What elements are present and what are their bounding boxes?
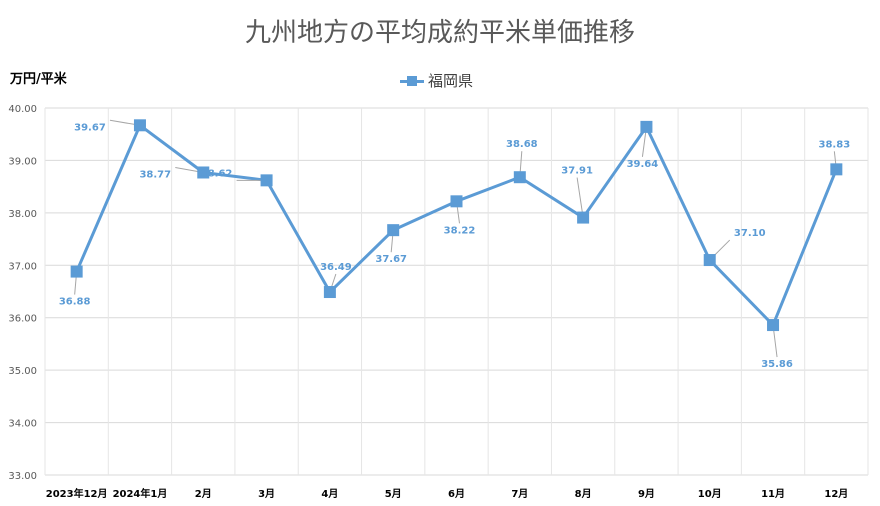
x-tick-label: 8月 xyxy=(575,488,592,500)
data-label: 36.88 xyxy=(59,297,91,308)
y-tick-label: 33.00 xyxy=(8,471,37,482)
y-tick-label: 40.00 xyxy=(8,104,37,115)
legend: 福岡県 xyxy=(400,70,473,91)
data-label: 39.67 xyxy=(74,122,106,133)
data-point-marker xyxy=(513,171,526,184)
data-label: 37.91 xyxy=(561,166,593,177)
data-point-marker xyxy=(387,224,400,237)
x-tick-label: 10月 xyxy=(698,488,722,500)
data-label: 35.86 xyxy=(761,359,793,370)
x-tick-label: 5月 xyxy=(385,488,402,500)
data-point-marker xyxy=(260,174,273,187)
data-point-marker xyxy=(830,163,843,176)
x-tick-label: 7月 xyxy=(511,488,528,500)
y-tick-label: 34.00 xyxy=(8,419,37,430)
data-point-marker xyxy=(640,120,653,133)
data-label: 38.22 xyxy=(444,225,476,236)
data-label-leader xyxy=(576,177,584,218)
data-label: 38.77 xyxy=(139,169,171,180)
x-tick-label: 6月 xyxy=(448,488,465,500)
y-tick-label: 39.00 xyxy=(8,156,37,167)
data-point-marker xyxy=(197,166,210,179)
data-point-marker xyxy=(703,254,716,267)
x-tick-label: 11月 xyxy=(761,488,785,500)
y-tick-label: 35.00 xyxy=(8,366,37,377)
data-point-marker xyxy=(323,286,336,299)
y-tick-label: 38.00 xyxy=(8,209,37,220)
data-point-marker xyxy=(70,265,83,278)
data-point-marker xyxy=(577,211,590,224)
x-tick-label: 4月 xyxy=(321,488,338,500)
legend-marker-icon xyxy=(400,75,424,87)
x-tick-label: 2023年12月 xyxy=(46,487,108,500)
data-label: 37.67 xyxy=(375,254,407,265)
data-point-marker xyxy=(133,119,146,132)
x-tick-label: 12月 xyxy=(824,488,848,500)
data-label: 38.68 xyxy=(506,139,538,150)
data-point-marker xyxy=(450,195,463,208)
chart-title: 九州地方の平均成約平米単価推移 xyxy=(244,18,635,48)
legend-label: 福岡県 xyxy=(428,72,474,90)
data-label: 38.62 xyxy=(201,168,233,179)
y-tick-label: 37.00 xyxy=(8,261,37,272)
y-axis-unit-label: 万円/平米 xyxy=(10,72,67,87)
x-tick-label: 2024年1月 xyxy=(113,487,168,500)
data-label: 39.64 xyxy=(627,159,659,170)
x-tick-label: 2月 xyxy=(195,488,212,500)
data-label: 38.83 xyxy=(819,139,851,150)
x-tick-label: 3月 xyxy=(258,488,275,500)
y-tick-label: 36.00 xyxy=(8,314,37,325)
x-tick-label: 9月 xyxy=(638,488,655,500)
data-point-marker xyxy=(767,319,780,332)
data-label: 37.10 xyxy=(734,228,766,239)
data-label: 36.49 xyxy=(320,262,352,273)
